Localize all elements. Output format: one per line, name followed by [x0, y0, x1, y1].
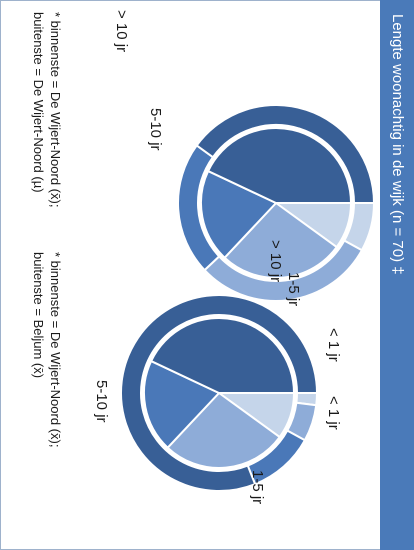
donut-chart-1 — [177, 104, 376, 302]
ring-separator — [141, 315, 297, 471]
label-gt10-chart1-b: > 10 jr — [267, 240, 284, 283]
inner-slice-1-5-jr — [223, 201, 339, 279]
label-lt1-chart2: < 1 jr — [325, 396, 342, 430]
ring-separator — [198, 125, 354, 281]
label-5to10-chart1: 5-10 jr — [147, 108, 164, 151]
label-gt10-chart1: > 10 jr — [113, 10, 130, 53]
footnote-chart1-line2: buitenste = De Wijert-Noord (µ) — [31, 12, 46, 193]
inner-slice-10-jr — [206, 127, 353, 204]
footnote-chart2-line1: * binnenste = De Wijert-Noord (x̄); — [48, 252, 63, 448]
donut-chart-2 — [120, 294, 319, 492]
panel-title: Lengte woonachtig in de wijk (n = 70) ‡ — [380, 0, 414, 550]
label-lt1-chart1: < 1 jr — [325, 328, 342, 362]
inner-slice-5-10-jr — [200, 169, 278, 260]
label-5to10-chart2: 5-10 jr — [93, 380, 110, 423]
inner-slice-10-jr — [149, 317, 296, 394]
label-1to5-chart2: 1-5 jr — [249, 470, 266, 505]
inner-slice-5-10-jr — [143, 359, 221, 450]
footnote-chart1-line1: * binnenste = De Wijert-Noord (x̄); — [48, 12, 63, 208]
inner-slice-1-5-jr — [166, 391, 282, 469]
footnote-chart2-line2: buitenste = Beljum (x̄) — [31, 252, 46, 379]
